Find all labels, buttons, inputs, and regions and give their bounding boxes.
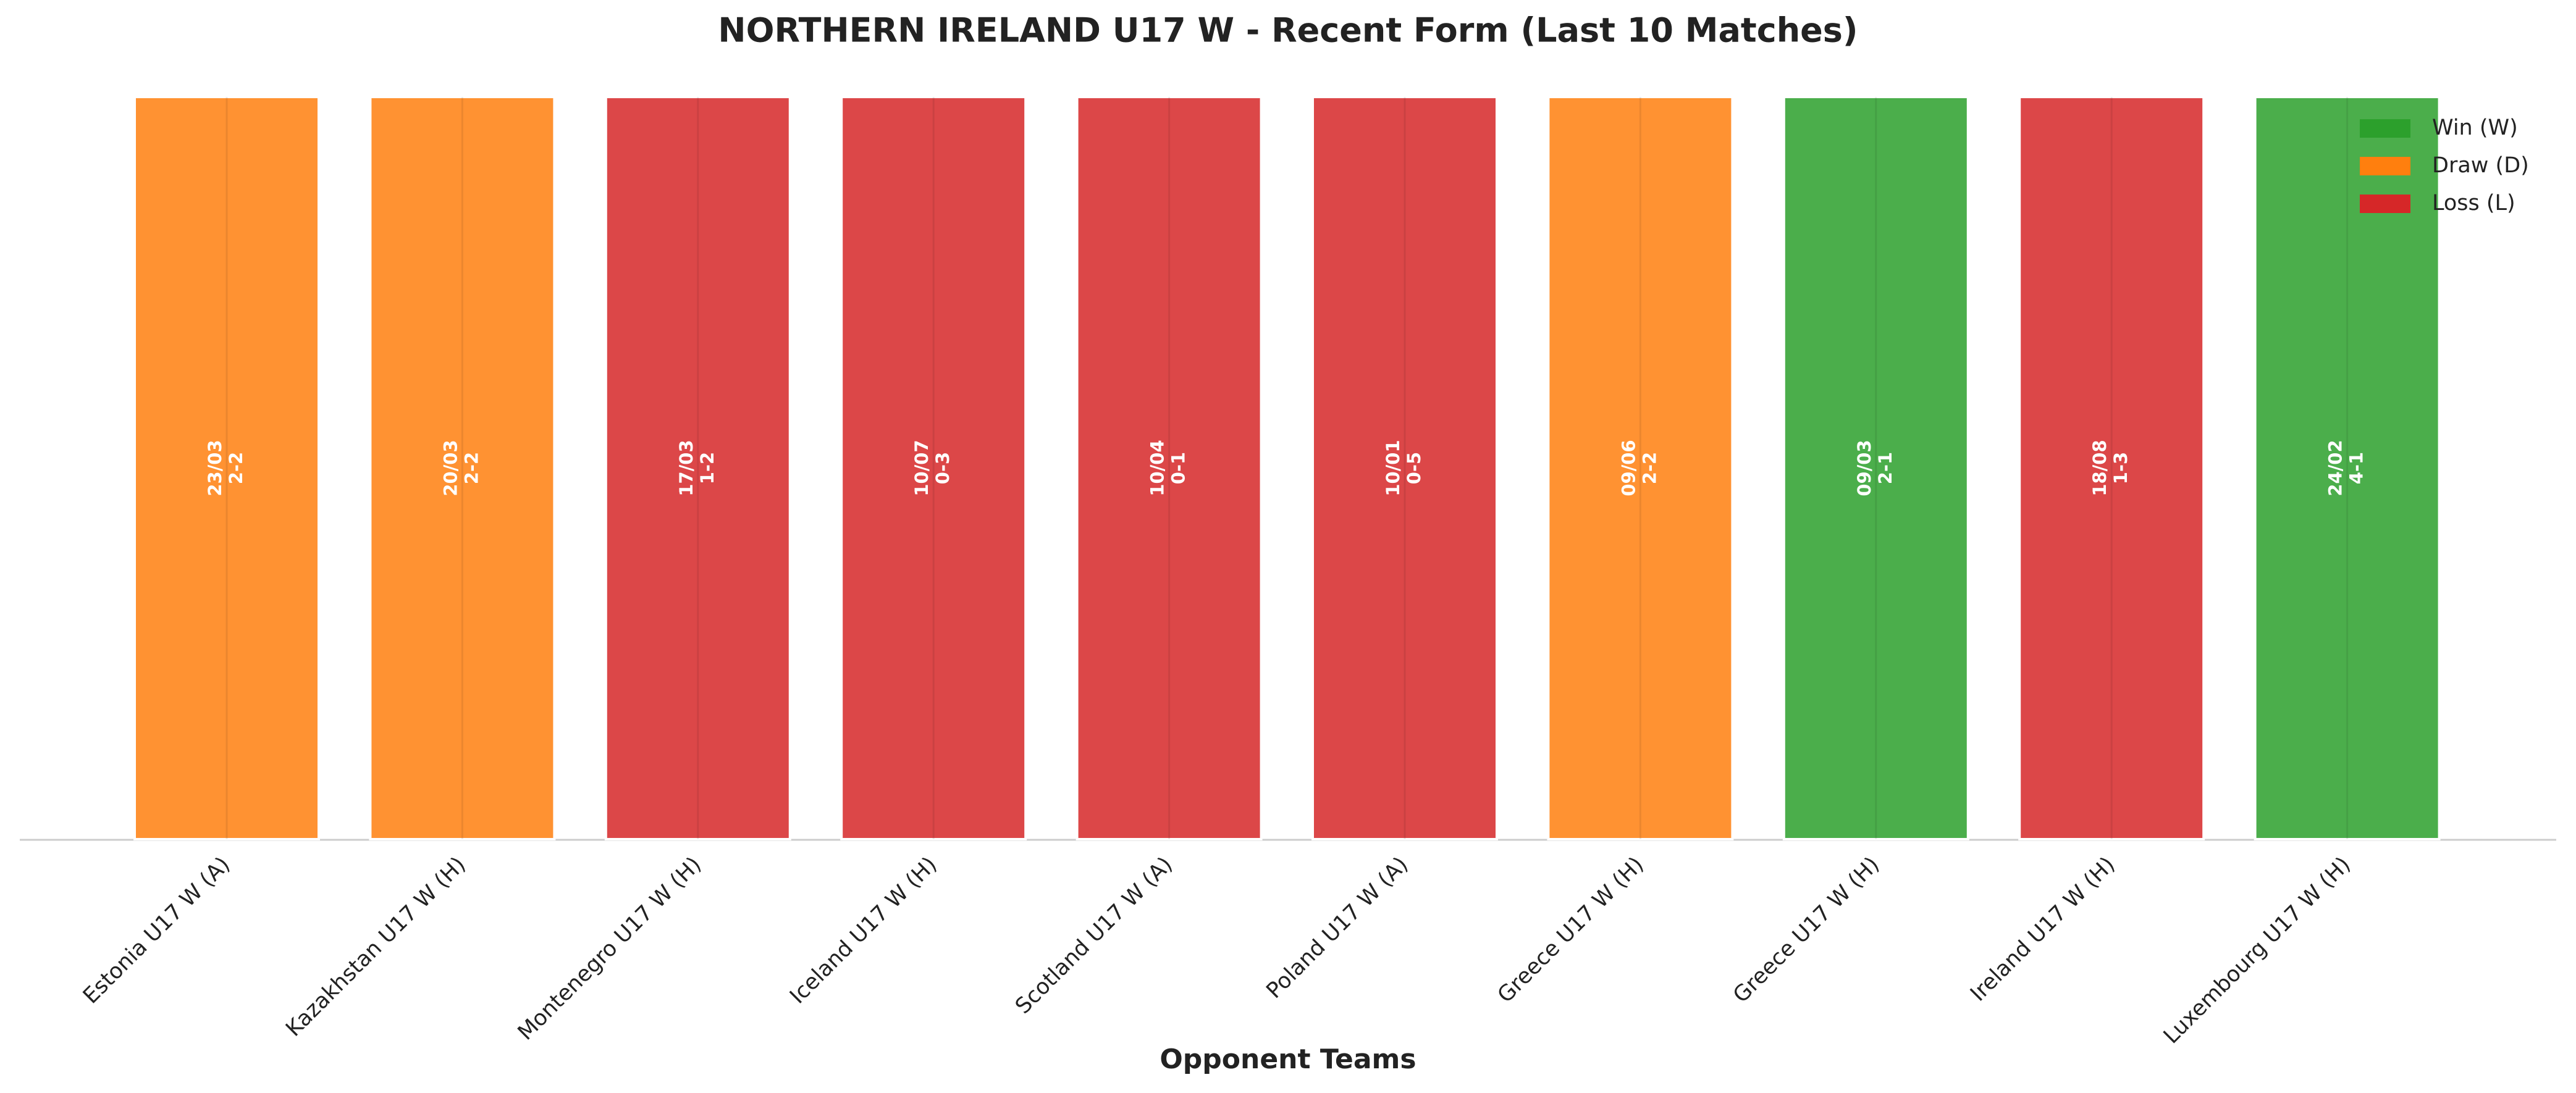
match-score: 1-2 bbox=[697, 452, 718, 484]
match-score: 2-1 bbox=[1875, 452, 1896, 484]
match-score: 0-5 bbox=[1404, 452, 1425, 484]
match-date: 23/03 bbox=[204, 440, 225, 496]
match-score: 2-2 bbox=[225, 452, 246, 484]
match-score: 4-1 bbox=[2346, 452, 2367, 484]
bar bbox=[2018, 96, 2205, 840]
legend-swatch bbox=[2360, 119, 2410, 138]
bar bbox=[1782, 96, 1969, 840]
match-score: 2-2 bbox=[1639, 452, 1660, 484]
legend-label: Loss (L) bbox=[2432, 191, 2515, 216]
match-date: 18/08 bbox=[2089, 440, 2110, 496]
chart-title: NORTHERN IRELAND U17 W - Recent Form (La… bbox=[718, 11, 1858, 50]
match-date: 10/07 bbox=[911, 440, 932, 496]
legend-swatch bbox=[2360, 195, 2410, 213]
bar bbox=[1311, 96, 1498, 840]
match-date: 10/04 bbox=[1147, 440, 1168, 496]
match-date: 09/03 bbox=[1854, 440, 1875, 496]
legend-swatch bbox=[2360, 157, 2410, 175]
match-date: 24/02 bbox=[2325, 440, 2346, 496]
bar bbox=[1547, 96, 1734, 840]
x-axis-title: Opponent Teams bbox=[1160, 1044, 1416, 1075]
match-score: 0-1 bbox=[1168, 452, 1189, 484]
legend-label: Draw (D) bbox=[2432, 153, 2529, 178]
match-score: 1-3 bbox=[2110, 452, 2131, 484]
match-score: 2-2 bbox=[461, 452, 482, 484]
match-date: 10/01 bbox=[1383, 440, 1404, 496]
bar bbox=[369, 96, 556, 840]
legend-label: Win (W) bbox=[2432, 115, 2518, 140]
bar bbox=[604, 96, 791, 840]
bar bbox=[2254, 96, 2441, 840]
match-date: 20/03 bbox=[440, 440, 461, 496]
bar bbox=[1075, 96, 1263, 840]
bar bbox=[133, 96, 320, 840]
match-date: 17/03 bbox=[676, 440, 697, 496]
bar bbox=[840, 96, 1027, 840]
match-date: 09/06 bbox=[1618, 440, 1639, 496]
match-score: 0-3 bbox=[932, 452, 953, 484]
